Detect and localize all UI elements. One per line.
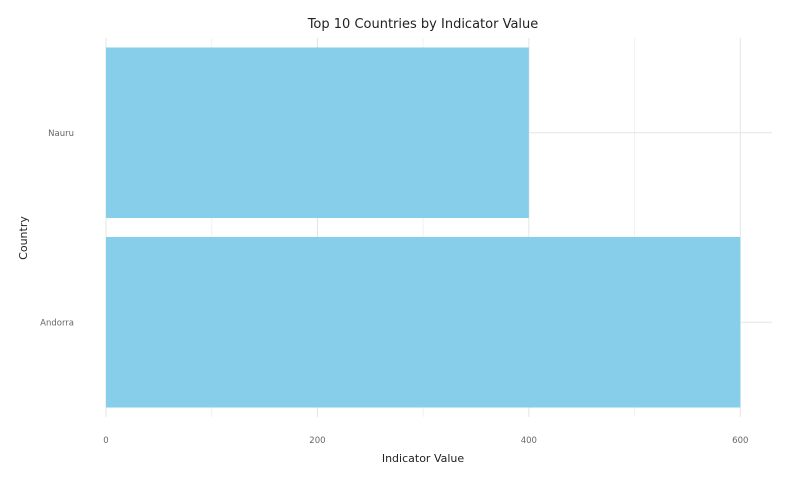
bar-andorra [106,236,741,408]
y-axis-title: Country [17,216,30,260]
x-tick-label: 200 [309,436,325,446]
x-axis-title: Indicator Value [382,452,465,465]
x-tick-label: 0 [103,436,108,446]
x-tick-label: 400 [521,436,537,446]
y-tick-label: Nauru [48,129,74,139]
x-tick-label: 600 [732,436,748,446]
bars [106,47,741,408]
bar-nauru [106,47,529,219]
chart-title: Top 10 Countries by Indicator Value [307,17,539,32]
tick-labels: 0 200 400 600 Andorra Nauru [40,129,748,446]
y-tick-label: Andorra [40,318,74,328]
